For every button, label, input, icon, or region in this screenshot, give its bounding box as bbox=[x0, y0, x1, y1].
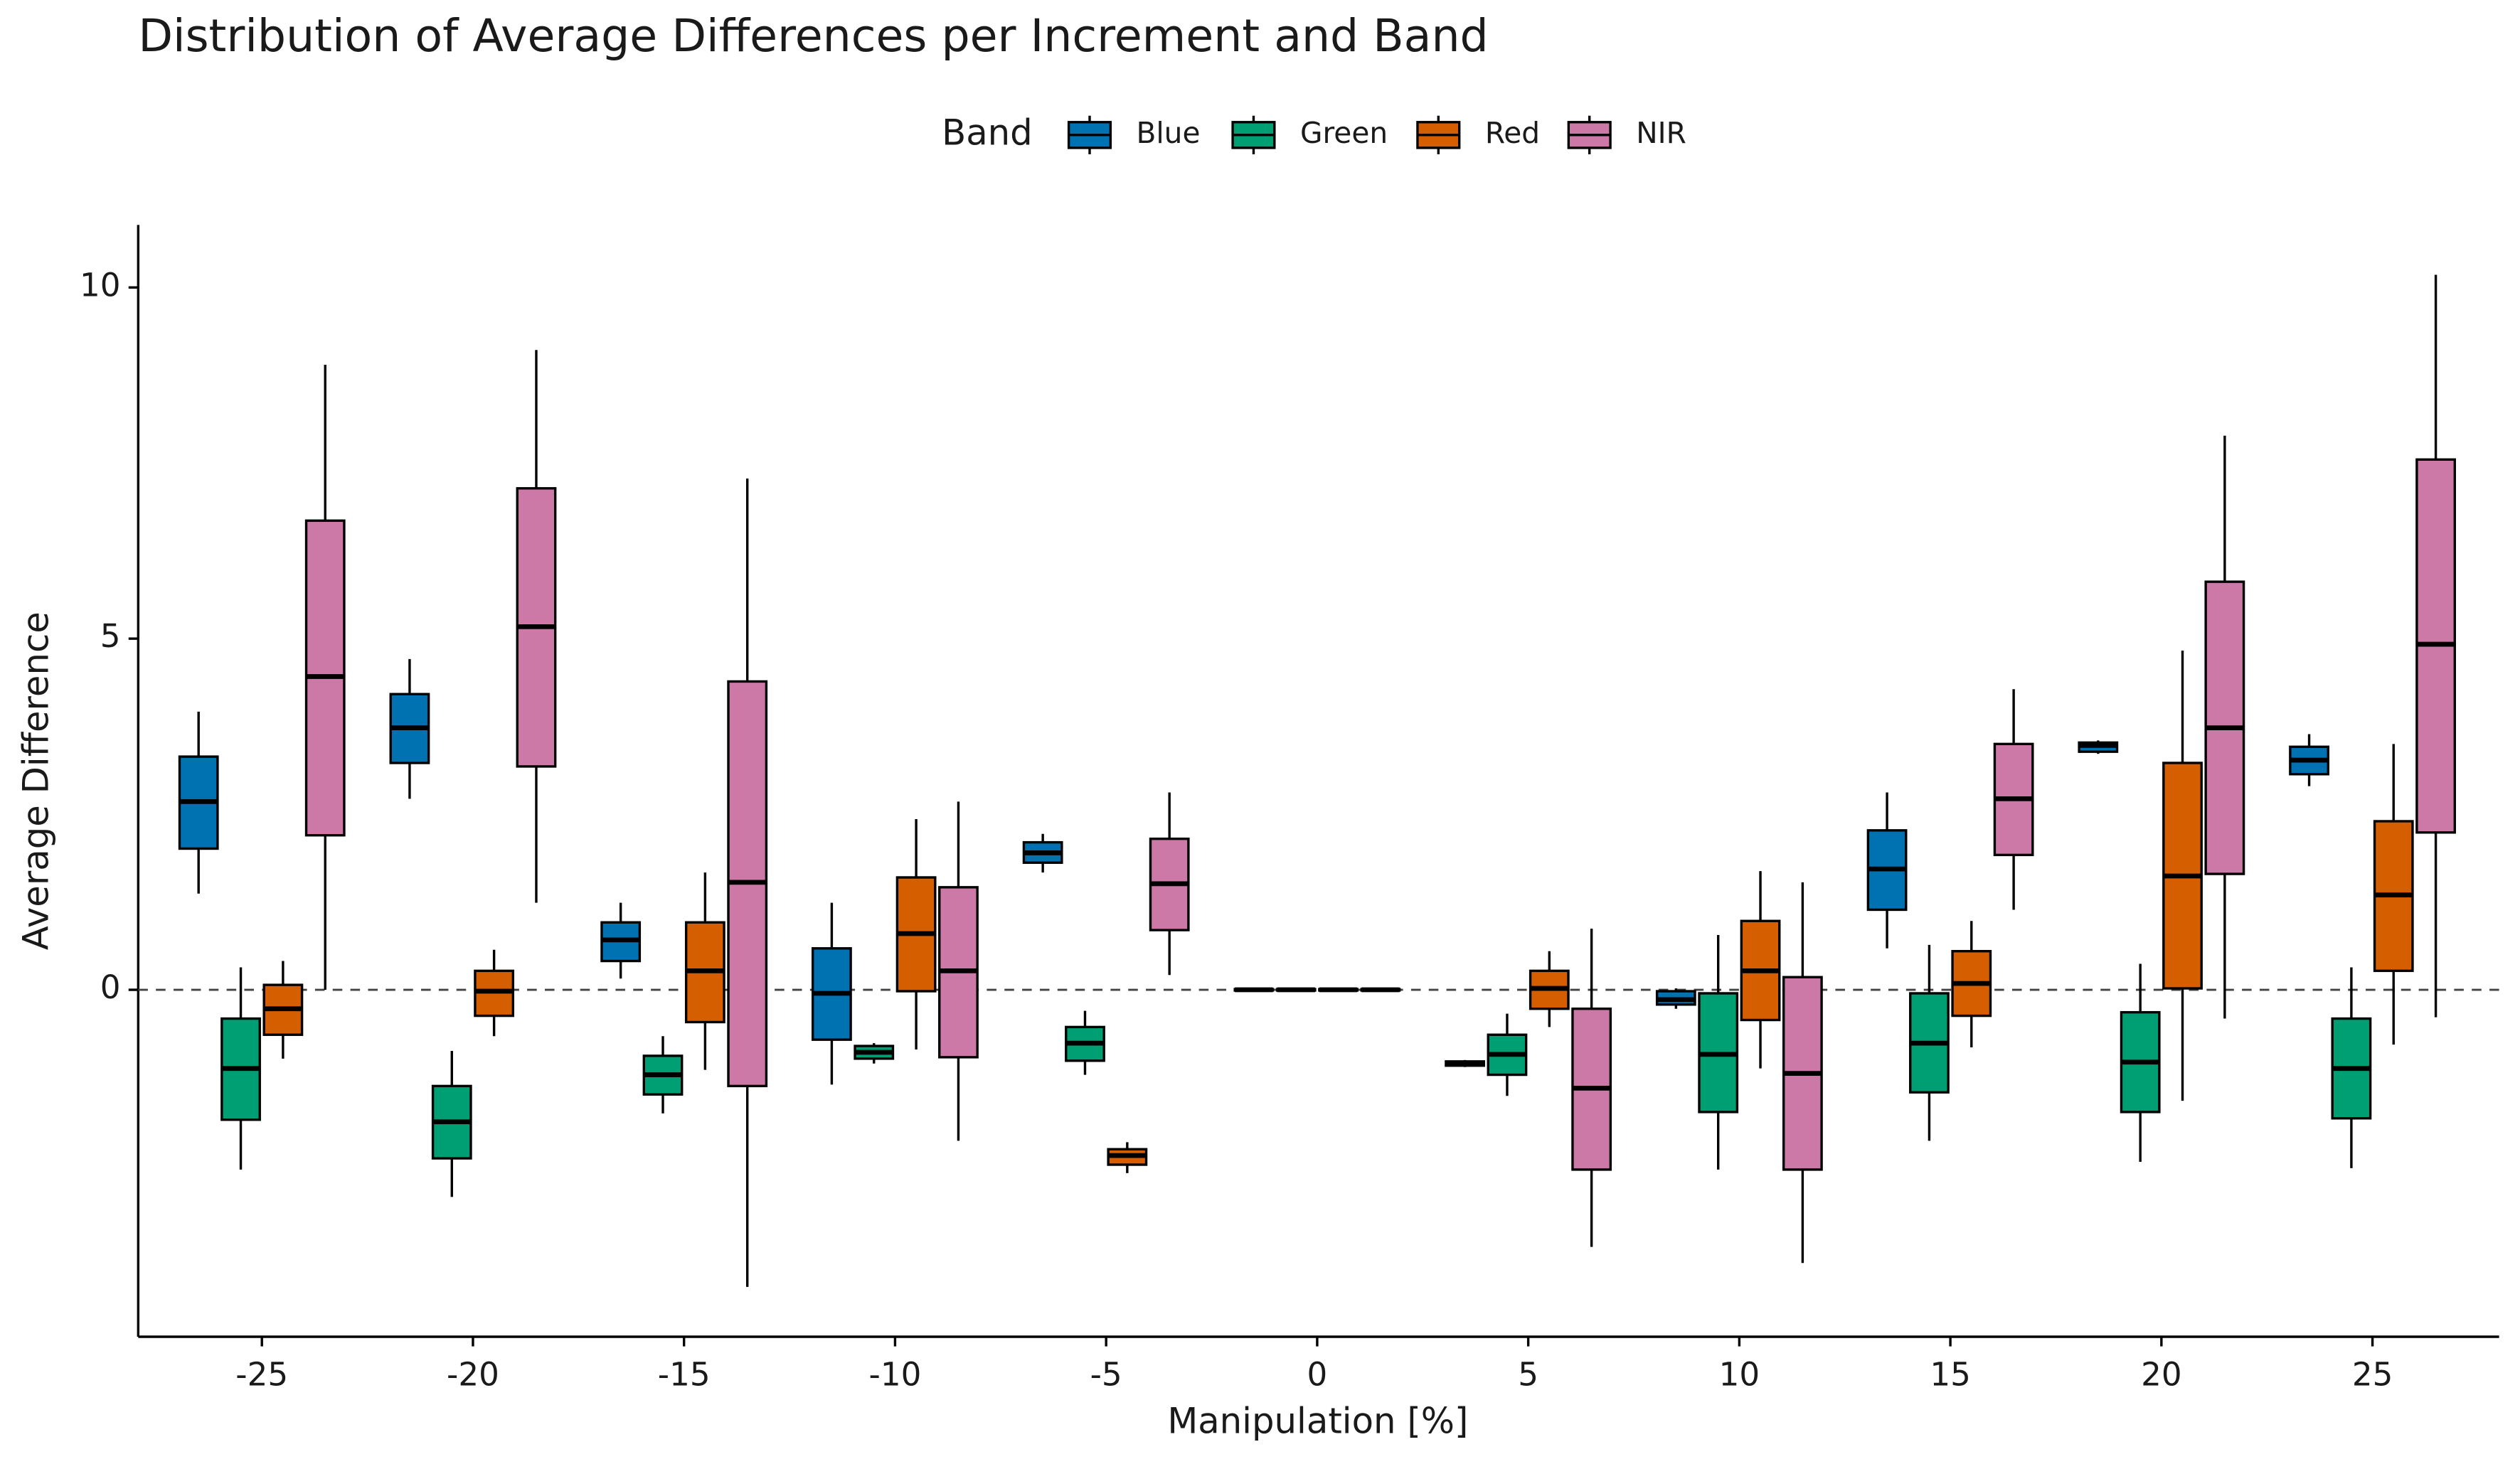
y-axis-title: Average Difference bbox=[16, 611, 57, 950]
legend-label: Green bbox=[1300, 116, 1388, 150]
y-tick-label: 0 bbox=[100, 968, 121, 1006]
x-tick-label: -25 bbox=[235, 1355, 288, 1393]
y-tick-label: 5 bbox=[100, 617, 121, 655]
x-tick-label: 0 bbox=[1307, 1355, 1328, 1393]
legend-label: NIR bbox=[1636, 116, 1686, 150]
x-tick-label: -5 bbox=[1090, 1355, 1122, 1393]
x-axis-title: Manipulation [%] bbox=[1167, 1401, 1468, 1442]
x-tick-label: -15 bbox=[658, 1355, 711, 1393]
x-tick-label: -10 bbox=[869, 1355, 922, 1393]
legend-label: Blue bbox=[1137, 116, 1201, 150]
x-tick-label: 15 bbox=[1930, 1355, 1971, 1393]
legend-label: Red bbox=[1485, 116, 1540, 150]
chart-title: Distribution of Average Differences per … bbox=[138, 9, 1488, 62]
x-tick-label: 20 bbox=[2141, 1355, 2182, 1393]
x-tick-label: 10 bbox=[1719, 1355, 1760, 1393]
legend-title: Band bbox=[942, 112, 1033, 153]
x-tick-label: 25 bbox=[2352, 1355, 2393, 1393]
y-tick-label: 10 bbox=[80, 266, 120, 304]
x-tick-label: 5 bbox=[1518, 1355, 1538, 1393]
x-tick-label: -20 bbox=[447, 1355, 499, 1393]
